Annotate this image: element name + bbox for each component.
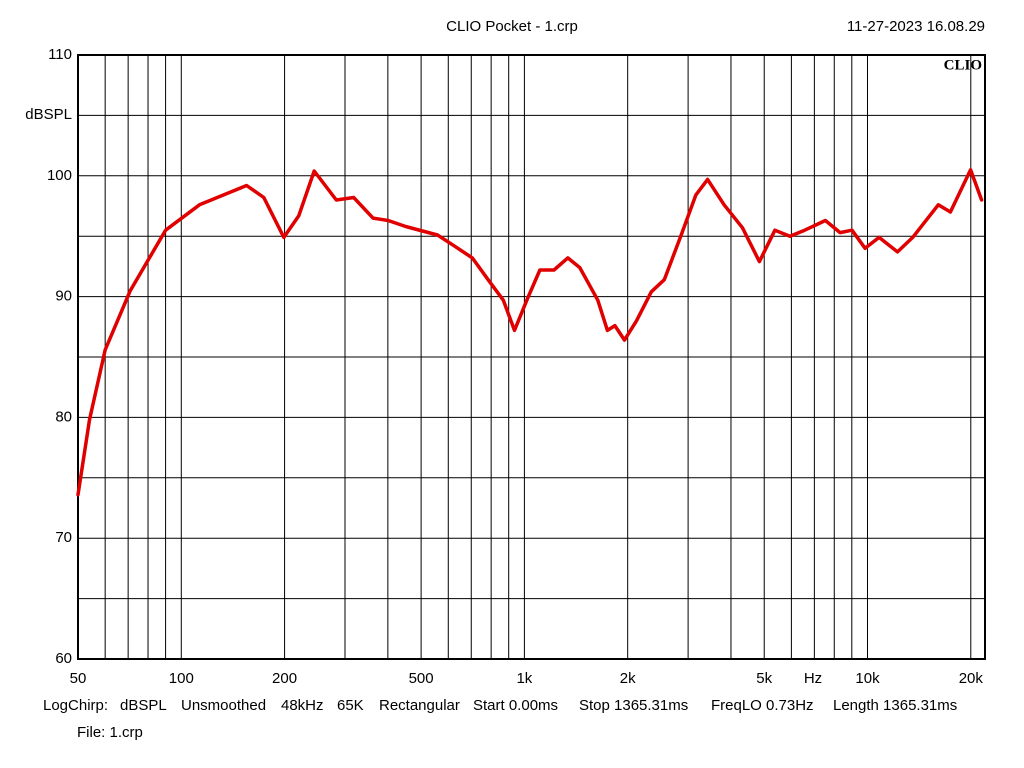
- chart-title: CLIO Pocket - 1.crp: [446, 18, 578, 35]
- x-tick-label: 20k: [959, 670, 984, 687]
- y-tick-label: 110: [48, 46, 72, 63]
- footer-item: Length 1365.31ms: [833, 697, 957, 714]
- x-tick-label: 100: [169, 670, 194, 687]
- x-tick-label: 5k: [756, 670, 772, 687]
- footer-item: Stop 1365.31ms: [579, 697, 688, 714]
- footer-item: FreqLO 0.73Hz: [711, 697, 814, 714]
- footer-item: Unsmoothed: [181, 697, 266, 714]
- footer-item: Start 0.00ms: [473, 697, 558, 714]
- logo: CLIO: [944, 57, 982, 73]
- plot-border: [77, 54, 986, 660]
- footer-item: 48kHz: [281, 697, 324, 714]
- timestamp: 11-27-2023 16.08.29: [847, 18, 985, 35]
- x-axis-label: Hz: [804, 670, 822, 687]
- file-label: File: 1.crp: [77, 724, 143, 741]
- footer-item: LogChirp:: [43, 697, 108, 714]
- y-tick-label: 100: [47, 167, 72, 184]
- x-tick-label: 500: [409, 670, 434, 687]
- response-curve: [76, 168, 984, 497]
- x-tick-label: 50: [70, 670, 87, 687]
- x-tick-label: 2k: [620, 670, 636, 687]
- x-tick-label: 10k: [855, 670, 880, 687]
- y-tick-label: 60: [55, 650, 72, 667]
- y-axis-label: dBSPL: [25, 106, 72, 123]
- footer-item: 65K: [337, 697, 364, 714]
- x-tick-label: 1k: [516, 670, 532, 687]
- y-tick-label: 80: [55, 408, 72, 425]
- x-tick-label: 200: [272, 670, 297, 687]
- y-tick-label: 70: [55, 529, 72, 546]
- footer-item: Rectangular: [379, 697, 460, 714]
- footer-item: dBSPL: [120, 697, 167, 714]
- y-tick-label: 90: [55, 288, 72, 305]
